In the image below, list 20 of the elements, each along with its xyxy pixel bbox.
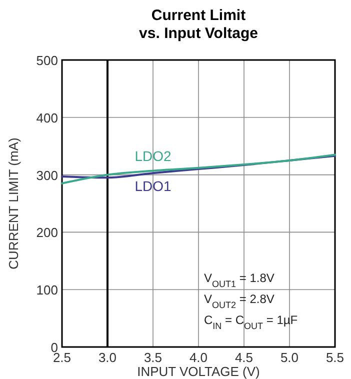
chart-title: Current Limit [151,7,246,24]
chart-subtitle: vs. Input Voltage [139,25,258,42]
y-axis-title: CURRENT LIMIT (mA) [6,138,21,270]
y-tick-label: 200 [36,225,58,240]
y-tick-label: 100 [36,282,58,298]
series-label: LDO2 [134,148,172,164]
y-tick-label: 400 [36,110,58,126]
x-tick-label: 3.0 [98,350,117,365]
x-tick-label: 4.5 [234,350,254,365]
x-tick-label: 5.5 [326,350,344,365]
annotation: V$_{OUT1}$ = 1.8V [204,271,274,289]
annotation: C$_{IN}$ = C$_{OUT}$ = 1µF [204,313,298,331]
annotation: V$_{OUT2}$ = 2.8V [204,292,274,310]
x-axis-title: INPUT VOLTAGE (V) [137,364,260,379]
x-tick-label: 3.5 [144,350,162,365]
y-tick-label: 300 [36,168,58,183]
x-tick-label: 4.0 [189,350,208,365]
x-tick-label: 5.0 [280,350,299,365]
y-tick-label: 500 [36,53,58,68]
series-label: LDO1 [134,178,172,194]
